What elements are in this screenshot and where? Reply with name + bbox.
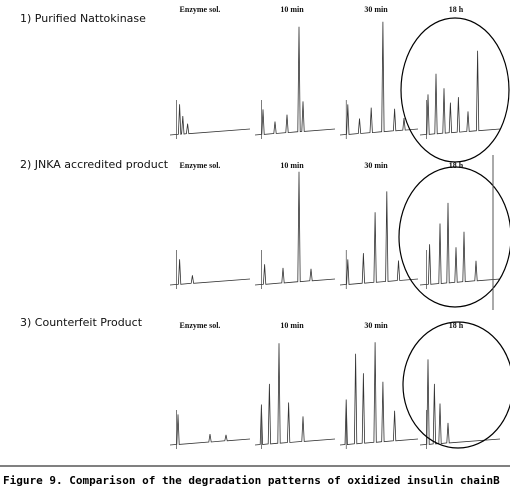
chromatograms (169, 21, 501, 449)
chromatogram-trace (169, 104, 251, 136)
chromatogram-trace (254, 171, 336, 286)
chromatogram-trace (169, 414, 251, 446)
caption: Figure 9. Comparison of the degradation … (3, 474, 500, 487)
chromatogram-trace (254, 26, 336, 136)
column-header: Enzyme sol. (180, 5, 221, 14)
highlight-ellipse (398, 166, 510, 308)
chromatogram-trace (254, 343, 336, 446)
column-header: 10 min (280, 5, 304, 14)
column-header: 30 min (364, 321, 388, 330)
column-header: Enzyme sol. (180, 161, 221, 170)
row-label: 3) Counterfeit Product (20, 316, 143, 329)
column-header: 10 min (280, 161, 304, 170)
chromatogram-trace (339, 342, 419, 446)
chromatogram-trace (419, 202, 501, 286)
column-header: 18 h (449, 5, 464, 14)
chromatogram-trace (339, 191, 419, 286)
column-header: 10 min (280, 321, 304, 330)
row-label: 1) Purified Nattokinase (20, 12, 146, 25)
column-header: 30 min (364, 161, 388, 170)
column-header: 18 h (449, 161, 464, 170)
highlight-ellipse (402, 321, 510, 449)
highlight-ellipse (400, 17, 510, 163)
column-header: Enzyme sol. (180, 321, 221, 330)
column-header: 18 h (449, 321, 464, 330)
column-header: 30 min (364, 5, 388, 14)
chromatogram-trace (339, 21, 419, 136)
chromatogram-trace (169, 259, 251, 286)
row-label: 2) JNKA accredited product (20, 158, 169, 171)
chromatogram-trace (419, 50, 501, 136)
